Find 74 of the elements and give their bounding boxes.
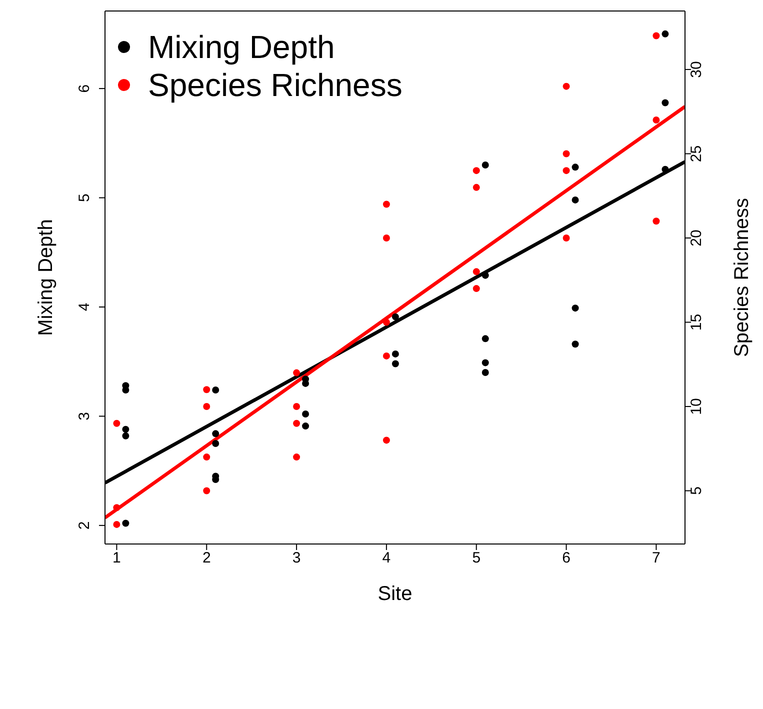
point — [472, 167, 480, 174]
point — [113, 520, 120, 528]
point — [113, 420, 120, 427]
point — [472, 268, 480, 276]
x-tick-label: 6 — [562, 550, 570, 567]
point — [302, 422, 310, 430]
y2-tick-label: 25 — [688, 145, 705, 162]
point — [212, 430, 220, 438]
point — [652, 32, 660, 40]
y-tick-label: 4 — [76, 302, 93, 312]
point — [382, 352, 390, 360]
y2-tick-label: 5 — [688, 486, 705, 495]
x-tick-label: 2 — [202, 550, 211, 567]
x-tick-label: 7 — [652, 550, 660, 567]
point — [122, 426, 130, 433]
x-axis-title: Site — [378, 583, 412, 605]
x-tick-label: 1 — [112, 550, 121, 567]
point — [293, 454, 300, 461]
point — [482, 162, 489, 168]
point — [293, 420, 300, 427]
point — [472, 285, 480, 292]
point — [662, 30, 669, 38]
y2-tick-label: 30 — [688, 61, 705, 78]
legend-label: Mixing Depth — [148, 28, 335, 66]
point — [482, 335, 489, 342]
point — [203, 454, 210, 461]
point — [382, 436, 390, 444]
point — [562, 82, 570, 90]
point — [572, 340, 579, 348]
y-tick-label: 6 — [76, 84, 93, 93]
point — [562, 150, 570, 158]
point — [302, 410, 310, 418]
y2-axis-title: Species Richness — [731, 198, 754, 357]
point — [652, 218, 660, 225]
point — [382, 318, 390, 326]
point — [572, 164, 579, 171]
point — [572, 304, 579, 312]
point — [203, 386, 210, 394]
point — [652, 116, 660, 124]
y2-tick-label: 15 — [688, 314, 705, 331]
x-tick-label: 5 — [472, 550, 481, 567]
point — [482, 359, 489, 366]
x-tick-label: 3 — [292, 550, 301, 567]
point — [203, 402, 210, 410]
x-tick-label: 4 — [382, 550, 391, 567]
y-axis-title: Mixing Depth — [35, 219, 58, 336]
point — [392, 313, 399, 320]
point — [122, 432, 130, 440]
point — [562, 234, 570, 242]
point — [212, 386, 220, 394]
point — [122, 386, 130, 394]
y2-tick-label: 10 — [688, 398, 705, 415]
point — [662, 99, 669, 106]
point — [562, 167, 570, 174]
point — [662, 166, 669, 173]
point — [382, 234, 390, 242]
y2-tick-label: 20 — [688, 230, 705, 246]
point — [572, 196, 579, 204]
point — [392, 360, 399, 368]
y-tick-label: 3 — [76, 412, 93, 420]
legend-label: Species Richness — [148, 66, 402, 104]
y-tick-label: 2 — [76, 521, 93, 530]
point — [382, 200, 390, 208]
point — [203, 487, 210, 494]
point — [392, 350, 399, 358]
point — [472, 184, 480, 191]
point — [293, 369, 300, 376]
point — [482, 272, 489, 279]
point — [293, 402, 300, 410]
point — [122, 520, 130, 527]
point — [212, 440, 220, 448]
point — [482, 369, 489, 376]
point — [113, 504, 120, 512]
y-tick-label: 5 — [76, 194, 93, 202]
